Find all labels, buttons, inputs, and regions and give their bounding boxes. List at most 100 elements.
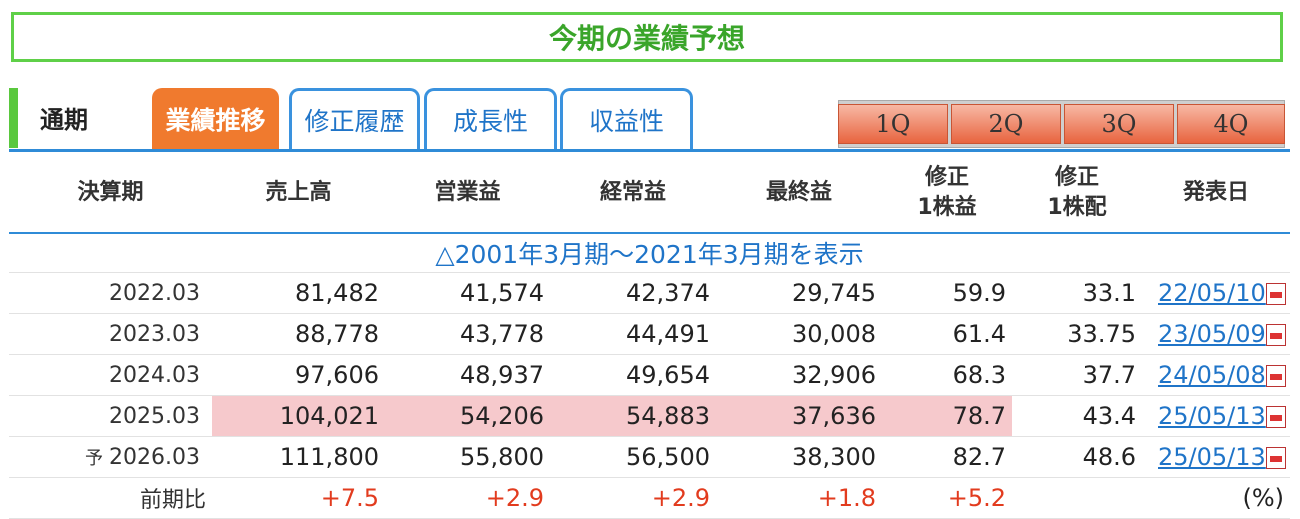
show-range-row[interactable]: △2001年3月期～2021年3月期を表示	[9, 233, 1290, 273]
net-profit-cell: 32,906	[716, 354, 882, 396]
yoy-net-profit: +1.8	[716, 477, 882, 519]
dividend-cell: 33.75	[1012, 313, 1142, 355]
tab-bar-accent	[9, 88, 18, 148]
period-cell: 2023.03	[9, 313, 212, 355]
date-link[interactable]: 25/05/13	[1158, 443, 1266, 471]
table-header-row: 決算期 売上高 営業益 経常益 最終益 修正 1株益 修正 1株配 発表日	[9, 154, 1290, 233]
header-period: 決算期	[77, 180, 144, 205]
header-operating-profit: 営業益	[434, 180, 501, 205]
ordinary-profit-cell: 56,500	[550, 436, 716, 478]
date-link[interactable]: 25/05/13	[1158, 402, 1266, 430]
section-title-text: 今期の業績予想	[548, 22, 745, 55]
pdf-icon[interactable]	[1265, 324, 1286, 346]
table-row: 2025.03 104,021 54,206 54,883 37,636 78.…	[9, 395, 1290, 437]
eps-cell: 82.7	[882, 436, 1012, 478]
pdf-icon[interactable]	[1265, 406, 1286, 428]
tab-period-label: 通期	[40, 106, 88, 134]
operating-profit-cell: 55,800	[385, 436, 550, 478]
forecast-mark: 予	[85, 448, 104, 469]
quarter-button-2q[interactable]: 2Q	[951, 104, 1061, 144]
tab-profitability-label: 収益性	[588, 107, 664, 136]
dividend-cell: 43.4	[1012, 395, 1142, 437]
date-link[interactable]: 24/05/08	[1158, 361, 1266, 389]
ordinary-profit-cell: 54,883	[550, 395, 716, 437]
period-cell: 予 2026.03	[9, 436, 212, 478]
ordinary-profit-cell: 44,491	[550, 313, 716, 355]
tab-results-trend[interactable]: 業績推移	[152, 88, 279, 149]
date-cell: 25/05/13	[1142, 436, 1290, 478]
quarter-button-1q[interactable]: 1Q	[838, 104, 948, 144]
ordinary-profit-cell: 42,374	[550, 272, 716, 314]
pdf-icon[interactable]	[1265, 365, 1286, 387]
period-cell: 2024.03	[9, 354, 212, 396]
tab-revision-history[interactable]: 修正履歴	[289, 88, 420, 149]
eps-cell: 59.9	[882, 272, 1012, 314]
period-cell: 2022.03	[9, 272, 212, 314]
table-row: 2023.03 88,778 43,778 44,491 30,008 61.4…	[9, 313, 1290, 355]
yoy-ordinary-profit: +2.9	[550, 477, 716, 519]
quarter-label: 3Q	[1101, 110, 1137, 138]
tab-growth-label: 成長性	[452, 107, 528, 136]
header-date: 発表日	[1182, 180, 1249, 205]
tab-profitability[interactable]: 収益性	[560, 88, 693, 149]
dividend-cell: 33.1	[1012, 272, 1142, 314]
dividend-cell: 37.7	[1012, 354, 1142, 396]
tab-results-trend-label: 業績推移	[165, 105, 266, 135]
date-cell: 22/05/10	[1142, 272, 1290, 314]
pdf-icon[interactable]	[1265, 447, 1286, 469]
header-ordinary-profit: 経常益	[599, 180, 666, 205]
eps-cell: 68.3	[882, 354, 1012, 396]
pdf-icon[interactable]	[1265, 283, 1286, 305]
tab-underline	[9, 149, 1290, 152]
net-profit-cell: 38,300	[716, 436, 882, 478]
sales-cell: 97,606	[212, 354, 385, 396]
yoy-operating-profit: +2.9	[385, 477, 550, 519]
sales-cell: 88,778	[212, 313, 385, 355]
header-sales: 売上高	[265, 180, 332, 205]
period-value: 2026.03	[109, 445, 200, 470]
table-row: 2024.03 97,606 48,937 49,654 32,906 68.3…	[9, 354, 1290, 396]
eps-cell: 61.4	[882, 313, 1012, 355]
date-link[interactable]: 22/05/10	[1158, 279, 1266, 307]
header-dividend-line2: 1株配	[1047, 195, 1107, 220]
tab-growth[interactable]: 成長性	[424, 88, 557, 149]
yoy-sales: +7.5	[212, 477, 385, 519]
quarter-label: 1Q	[875, 110, 911, 138]
quarter-button-3q[interactable]: 3Q	[1064, 104, 1174, 144]
date-cell: 24/05/08	[1142, 354, 1290, 396]
eps-cell: 78.7	[882, 395, 1012, 437]
date-cell: 25/05/13	[1142, 395, 1290, 437]
net-profit-cell: 30,008	[716, 313, 882, 355]
tab-period[interactable]: 通期	[40, 100, 88, 135]
ordinary-profit-cell: 49,654	[550, 354, 716, 396]
section-title: 今期の業績予想	[11, 12, 1283, 62]
operating-profit-cell: 41,574	[385, 272, 550, 314]
header-eps-line1: 修正	[924, 165, 969, 190]
yoy-row: 前期比 +7.5 +2.9 +2.9 +1.8 +5.2 (%)	[9, 477, 1290, 519]
yoy-unit: (%)	[1142, 477, 1290, 519]
operating-profit-cell: 48,937	[385, 354, 550, 396]
sales-cell: 81,482	[212, 272, 385, 314]
period-cell: 2025.03	[9, 395, 212, 437]
dividend-cell: 48.6	[1012, 436, 1142, 478]
date-link[interactable]: 23/05/09	[1158, 320, 1266, 348]
yoy-empty	[1012, 477, 1142, 519]
date-cell: 23/05/09	[1142, 313, 1290, 355]
header-eps-line2: 1株益	[917, 195, 977, 220]
sales-cell: 104,021	[212, 395, 385, 437]
results-table: 決算期 売上高 営業益 経常益 最終益 修正 1株益 修正 1株配 発表日 △200…	[9, 154, 1290, 519]
header-dividend: 修正 1株配	[1012, 154, 1142, 233]
yoy-eps: +5.2	[882, 477, 1012, 519]
sales-cell: 111,800	[212, 436, 385, 478]
net-profit-cell: 29,745	[716, 272, 882, 314]
quarter-label: 4Q	[1213, 110, 1249, 138]
operating-profit-cell: 54,206	[385, 395, 550, 437]
header-net-profit: 最終益	[765, 180, 832, 205]
quarter-button-4q[interactable]: 4Q	[1177, 104, 1285, 144]
net-profit-cell: 37,636	[716, 395, 882, 437]
show-range-link[interactable]: △2001年3月期～2021年3月期を表示	[9, 233, 1290, 273]
table-row: 2022.03 81,482 41,574 42,374 29,745 59.9…	[9, 272, 1290, 314]
header-eps: 修正 1株益	[882, 154, 1012, 233]
yoy-label: 前期比	[9, 477, 212, 519]
operating-profit-cell: 43,778	[385, 313, 550, 355]
